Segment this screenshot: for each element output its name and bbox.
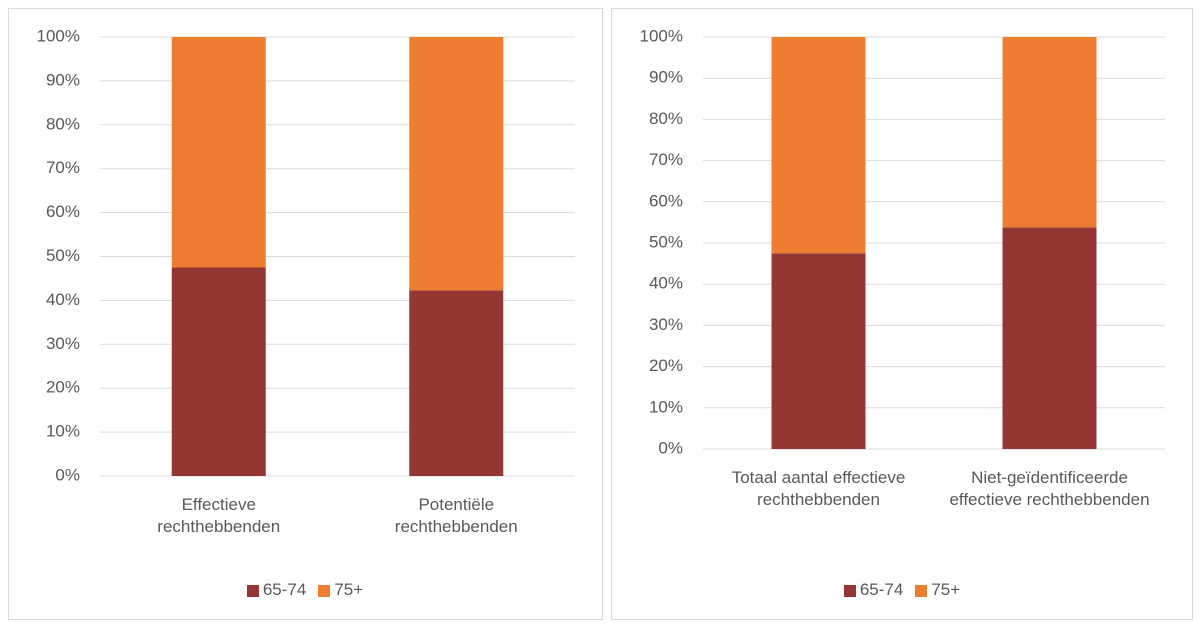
y-tick-label: 90% <box>649 68 683 87</box>
legend: 65-74 75+ <box>155 580 455 600</box>
bar-segment <box>171 267 266 476</box>
y-tick-label: 40% <box>649 274 683 293</box>
y-tick-label: 80% <box>46 114 80 133</box>
bar-segment <box>171 37 266 268</box>
legend-swatch <box>843 584 856 597</box>
chart-panel <box>611 8 1193 620</box>
y-tick-label: 100% <box>37 26 80 45</box>
legend-swatch <box>246 584 259 597</box>
bar-segment <box>1002 37 1097 228</box>
y-tick-label: 70% <box>649 150 683 169</box>
y-tick-label: 0% <box>55 465 80 484</box>
legend-item: 65-74 <box>246 580 307 600</box>
y-tick-label: 20% <box>649 356 683 375</box>
y-tick-label: 80% <box>649 109 683 128</box>
bar-segment <box>771 253 866 449</box>
legend-label: 65-74 <box>859 580 904 599</box>
y-tick-label: 60% <box>649 191 683 210</box>
x-tick-label: Potentiële rechthebbenden <box>394 495 518 536</box>
y-tick-label: 10% <box>649 397 683 416</box>
x-tick-label: Niet-geïdentificeerde effectieve rechthe… <box>949 468 1150 509</box>
legend-label: 75+ <box>334 580 364 599</box>
legend-item: 75+ <box>318 580 363 600</box>
bar-segment <box>409 290 504 476</box>
x-tick-label: Effectieve rechthebbenden <box>157 495 281 536</box>
y-tick-label: 50% <box>649 232 683 251</box>
y-tick-label: 50% <box>46 246 80 265</box>
y-tick-label: 0% <box>658 438 683 457</box>
y-tick-label: 30% <box>46 334 80 353</box>
bar-segment <box>771 37 866 254</box>
bar-segment <box>409 37 504 291</box>
y-tick-label: 70% <box>46 158 80 177</box>
legend: 65-74 75+ <box>752 580 1052 600</box>
legend-item: 75+ <box>915 580 960 600</box>
chart-panel <box>8 8 603 620</box>
legend-swatch <box>915 584 928 597</box>
legend-label: 75+ <box>931 580 961 599</box>
legend-label: 65-74 <box>262 580 307 599</box>
legend-item: 65-74 <box>843 580 904 600</box>
y-tick-label: 40% <box>46 290 80 309</box>
legend-swatch <box>318 584 331 597</box>
bar-segment <box>1002 227 1097 449</box>
y-tick-label: 20% <box>46 378 80 397</box>
y-tick-label: 100% <box>640 26 683 45</box>
y-tick-label: 10% <box>46 422 80 441</box>
y-tick-label: 30% <box>649 315 683 334</box>
x-tick-label: Totaal aantal effectieve rechthebbenden <box>731 468 906 509</box>
y-tick-label: 60% <box>46 202 80 221</box>
y-tick-label: 90% <box>46 70 80 89</box>
